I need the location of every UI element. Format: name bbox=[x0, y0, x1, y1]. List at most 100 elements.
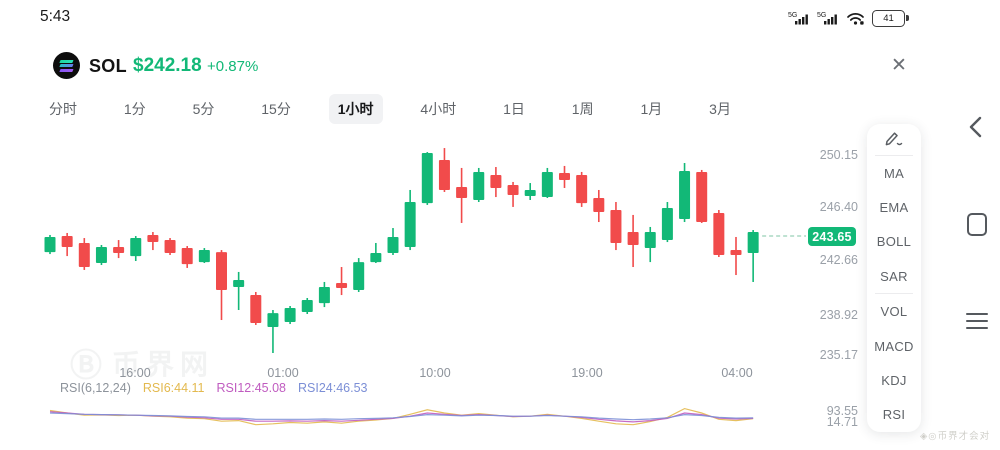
candle bbox=[490, 167, 502, 198]
signal-sim2-icon: 5G bbox=[817, 12, 837, 25]
candle bbox=[524, 183, 536, 200]
candle bbox=[747, 230, 759, 282]
candle bbox=[44, 234, 56, 255]
svg-text:5G: 5G bbox=[788, 12, 797, 19]
tab-1日[interactable]: 1日 bbox=[503, 101, 525, 117]
indicator-panel: MA EMA BOLL SAR VOL MACD KDJ RSI bbox=[867, 124, 921, 432]
candle bbox=[336, 267, 348, 296]
price-axis-label: 93.55 bbox=[827, 404, 858, 418]
rsi6-line bbox=[49, 407, 754, 426]
candle bbox=[61, 232, 73, 257]
nav-back-icon[interactable] bbox=[966, 114, 986, 140]
candle bbox=[233, 271, 245, 311]
close-icon[interactable]: ✕ bbox=[891, 55, 907, 76]
battery-level: 41 bbox=[883, 12, 894, 24]
indicator-boll[interactable]: BOLL bbox=[876, 234, 912, 250]
price-axis-label: 238.92 bbox=[820, 308, 858, 322]
candle bbox=[301, 297, 313, 315]
candle bbox=[661, 201, 673, 243]
indicator-rsi[interactable]: RSI bbox=[882, 407, 906, 423]
sol-logo bbox=[53, 52, 80, 79]
price-change-percent: +0.87% bbox=[207, 58, 259, 75]
rsi24-line bbox=[49, 412, 754, 421]
candle bbox=[113, 240, 125, 259]
svg-text:5G: 5G bbox=[817, 12, 826, 19]
candle bbox=[576, 171, 588, 207]
last-price-badge: 243.65 bbox=[808, 227, 856, 246]
candle bbox=[438, 148, 450, 192]
candle bbox=[198, 248, 210, 264]
candle bbox=[627, 214, 639, 268]
tab-15分[interactable]: 15分 bbox=[261, 101, 291, 117]
nav-recents-icon[interactable] bbox=[966, 313, 988, 329]
sol-logo-bar bbox=[59, 59, 74, 63]
rsi-params: RSI(6,12,24) bbox=[60, 381, 131, 395]
status-icons: 5G 5G 41 bbox=[788, 8, 909, 28]
tab-1月[interactable]: 1月 bbox=[640, 101, 663, 117]
candle bbox=[353, 258, 365, 292]
candle bbox=[404, 189, 416, 251]
time-axis-label: 04:00 bbox=[721, 366, 753, 380]
candle bbox=[147, 232, 159, 251]
indicator-ema[interactable]: EMA bbox=[879, 199, 909, 215]
price-axis-label: 242.66 bbox=[820, 253, 858, 267]
candle bbox=[421, 152, 433, 205]
candle bbox=[370, 242, 382, 264]
candle bbox=[318, 281, 330, 308]
tab-5分[interactable]: 5分 bbox=[192, 101, 215, 117]
indicator-vol[interactable]: VOL bbox=[880, 304, 908, 320]
tab-分时[interactable]: 分时 bbox=[49, 101, 77, 117]
rsi6-value: RSI6:44.11 bbox=[142, 381, 205, 395]
candle bbox=[216, 250, 227, 321]
watermark-logo: Ⓑ bbox=[70, 347, 103, 383]
candle bbox=[610, 201, 622, 251]
candle bbox=[267, 310, 279, 353]
symbol-name: SOL bbox=[89, 56, 127, 76]
candle bbox=[164, 238, 176, 255]
indicator-sar[interactable]: SAR bbox=[880, 268, 908, 284]
time-axis-label: 01:00 bbox=[267, 366, 299, 380]
candle bbox=[78, 238, 90, 270]
candle bbox=[387, 228, 399, 255]
candle bbox=[130, 236, 142, 262]
candle bbox=[181, 246, 193, 268]
rsi24-value: RSI24:46.53 bbox=[298, 381, 368, 395]
price-axis-label: 235.17 bbox=[820, 348, 858, 362]
watermark-brand: Ⓑ 币界网 bbox=[70, 340, 214, 386]
price-axis-label: 250.15 bbox=[820, 148, 858, 162]
price-axis-label: 14.71 bbox=[827, 415, 858, 429]
divider bbox=[875, 293, 913, 295]
time-axis-label: 19:00 bbox=[571, 366, 603, 380]
sol-logo-bar bbox=[59, 64, 74, 67]
indicator-macd[interactable]: MACD bbox=[874, 338, 914, 354]
candle bbox=[696, 169, 708, 223]
candle bbox=[679, 163, 691, 223]
clock: 5:43 bbox=[40, 8, 71, 25]
divider bbox=[875, 154, 913, 156]
candle bbox=[473, 167, 485, 202]
time-axis-label: 16:00 bbox=[119, 366, 151, 380]
indicator-list: MA EMA BOLL SAR VOL MACD KDJ RSI bbox=[867, 156, 921, 432]
tab-1分[interactable]: 1分 bbox=[123, 101, 146, 117]
candle bbox=[541, 167, 553, 198]
indicator-ma[interactable]: MA bbox=[883, 165, 905, 181]
candle bbox=[730, 236, 742, 276]
rsi12-value: RSI12:45.08 bbox=[216, 381, 287, 395]
draw-tool-button[interactable] bbox=[867, 124, 921, 155]
tab-1周[interactable]: 1周 bbox=[571, 101, 594, 117]
candle bbox=[559, 165, 570, 188]
indicator-kdj[interactable]: KDJ bbox=[881, 372, 907, 388]
candle bbox=[95, 244, 107, 266]
tab-3月[interactable]: 3月 bbox=[709, 101, 731, 117]
nav-home-icon[interactable] bbox=[967, 213, 987, 236]
candle bbox=[644, 226, 656, 263]
current-price: $242.18 bbox=[133, 55, 202, 76]
watermark-small: ◈◎币界才会对 bbox=[920, 431, 991, 442]
candle bbox=[713, 210, 725, 258]
tab-1小时[interactable]: 1小时 bbox=[328, 94, 383, 124]
candle bbox=[456, 167, 468, 223]
tab-4小时[interactable]: 4小时 bbox=[420, 101, 457, 117]
battery-nub bbox=[906, 14, 909, 21]
candle bbox=[593, 189, 605, 223]
signal-sim1-icon: 5G bbox=[788, 12, 808, 25]
